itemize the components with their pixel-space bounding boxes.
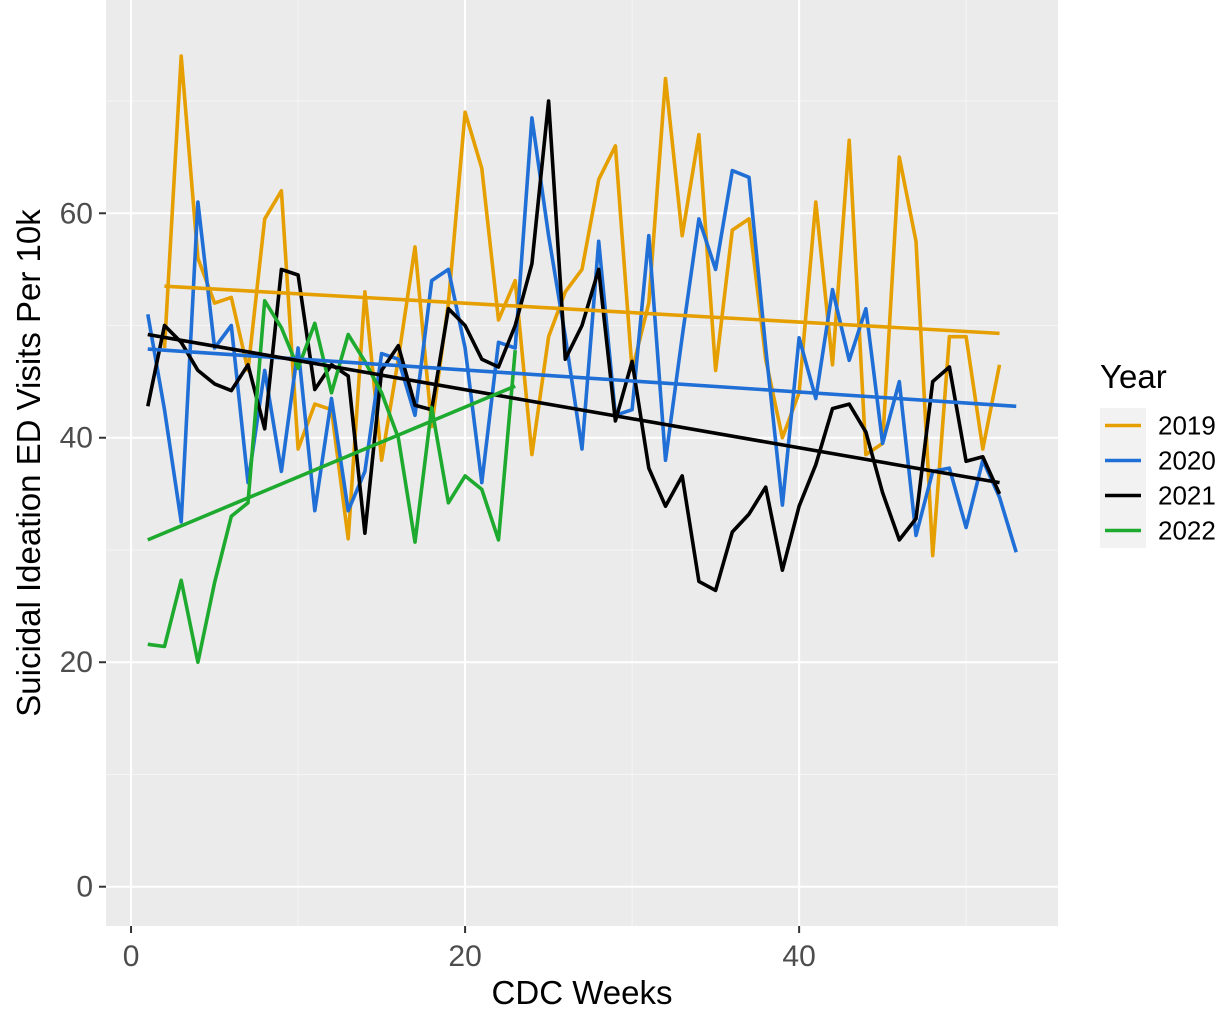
x-axis-title: CDC Weeks bbox=[492, 974, 673, 1010]
trend-line-2022 bbox=[147, 384, 516, 542]
series-line-2020 bbox=[146, 116, 1018, 553]
legend-label-2019: 2019 bbox=[1158, 411, 1216, 441]
y-tick-label: 40 bbox=[60, 422, 93, 455]
y-tick-label: 0 bbox=[76, 871, 93, 904]
y-tick-label: 60 bbox=[60, 197, 93, 230]
x-tick-label: 0 bbox=[123, 940, 140, 973]
y-tick-label: 20 bbox=[60, 646, 93, 679]
series-line-2022 bbox=[147, 298, 517, 665]
legend-title: Year bbox=[1100, 358, 1167, 395]
legend-label-2022: 2022 bbox=[1158, 516, 1216, 546]
trend-lines bbox=[147, 284, 1017, 542]
x-tick-label: 20 bbox=[448, 940, 481, 973]
y-axis-title: Suicidal Ideation ED Visits Per 10k bbox=[10, 209, 47, 717]
series-line-2021 bbox=[146, 99, 1002, 593]
legend: Year 2019 2020 2021 2022 bbox=[1100, 358, 1216, 548]
series-line-2019 bbox=[162, 54, 1002, 558]
trend-line-2019 bbox=[164, 284, 1000, 336]
trend-line-2021 bbox=[147, 332, 1000, 485]
axes: 0 20 40 0 20 40 60 bbox=[60, 197, 816, 973]
x-tick-label: 40 bbox=[782, 940, 815, 973]
legend-label-2020: 2020 bbox=[1158, 446, 1216, 476]
legend-label-2021: 2021 bbox=[1158, 481, 1216, 511]
plot-panel bbox=[106, 0, 1058, 926]
series-lines bbox=[146, 54, 1018, 665]
